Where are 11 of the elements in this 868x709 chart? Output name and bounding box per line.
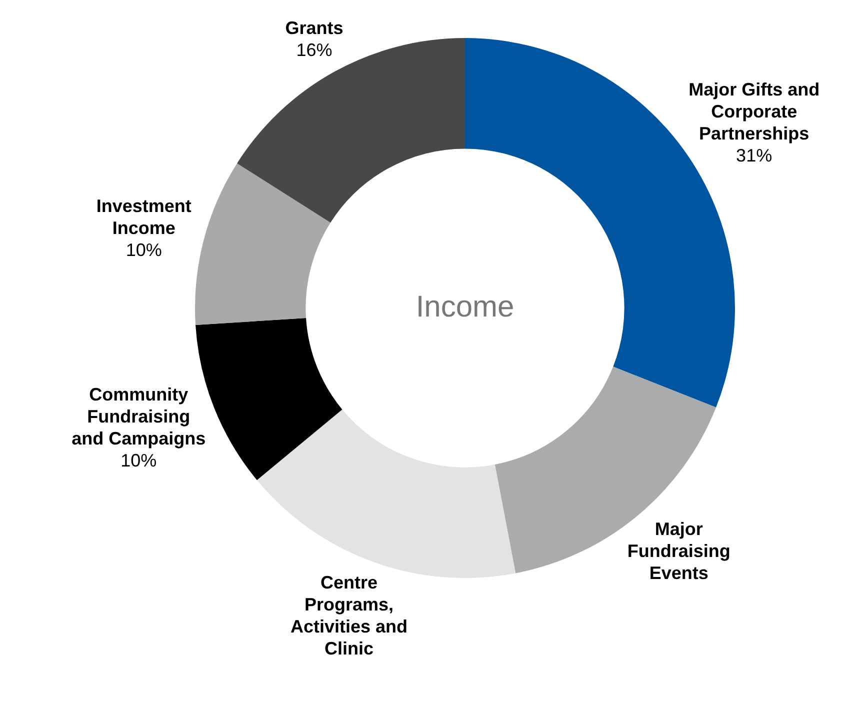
slice-label: Major Fundraising Events: [627, 519, 730, 584]
slice-label: Centre Programs, Activities and Clinic: [290, 572, 408, 659]
data-label: 31%: [736, 146, 772, 166]
data-label: 10%: [120, 450, 157, 471]
data-label: 16%: [296, 40, 332, 60]
slice-label: Community Fundraising and Campaigns: [72, 384, 206, 449]
slice-label: Major Gifts and Corporate Partnerships: [688, 80, 820, 144]
slice-label: Grants: [285, 18, 344, 38]
text: Income: [416, 290, 514, 324]
slice-label: Investment Income: [96, 196, 192, 238]
data-label: 10%: [126, 240, 162, 260]
